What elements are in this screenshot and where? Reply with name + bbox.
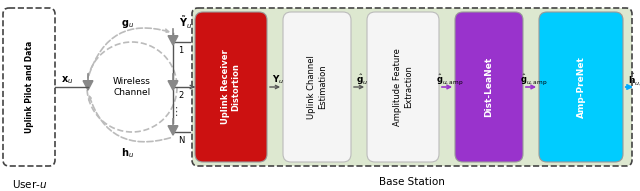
Text: $\mathbf{h}_u$: $\mathbf{h}_u$ xyxy=(122,146,134,160)
Polygon shape xyxy=(168,36,178,45)
Text: ⋮: ⋮ xyxy=(170,107,182,117)
FancyBboxPatch shape xyxy=(455,12,523,162)
Text: Uplink Receiver
Distortion: Uplink Receiver Distortion xyxy=(221,50,241,124)
Text: $\hat{\mathbf{h}}_{u,\mathrm{amp}}$: $\hat{\mathbf{h}}_{u,\mathrm{amp}}$ xyxy=(628,72,640,88)
Text: $\mathbf{g}_u$: $\mathbf{g}_u$ xyxy=(122,18,134,30)
Text: Base Station: Base Station xyxy=(379,177,445,187)
FancyBboxPatch shape xyxy=(367,12,439,162)
Polygon shape xyxy=(83,81,93,90)
Text: $\hat{\mathbf{g}}_{u,\mathrm{amp}}$: $\hat{\mathbf{g}}_{u,\mathrm{amp}}$ xyxy=(436,73,464,87)
Text: Uplink Channel
Estimation: Uplink Channel Estimation xyxy=(307,55,326,119)
Text: $\mathbf{Y}_u$: $\mathbf{Y}_u$ xyxy=(272,74,284,86)
Text: User-$u$: User-$u$ xyxy=(12,178,48,190)
Text: N: N xyxy=(178,136,184,145)
Text: Wireless
Channel: Wireless Channel xyxy=(113,77,151,97)
Polygon shape xyxy=(168,126,178,135)
Text: Dist-LeaNet: Dist-LeaNet xyxy=(484,57,493,117)
Text: $\mathbf{x}_u$: $\mathbf{x}_u$ xyxy=(61,74,73,86)
Text: 2: 2 xyxy=(178,91,183,100)
Text: Amp-PreNet: Amp-PreNet xyxy=(577,56,586,118)
Text: 1: 1 xyxy=(178,46,183,55)
Text: $\hat{\mathbf{g}}_u$: $\hat{\mathbf{g}}_u$ xyxy=(356,73,368,87)
Text: Uplink Pilot and Data: Uplink Pilot and Data xyxy=(24,41,33,133)
FancyBboxPatch shape xyxy=(3,8,55,166)
Text: $\hat{\mathbf{g}}_{u,\mathrm{amp}}$: $\hat{\mathbf{g}}_{u,\mathrm{amp}}$ xyxy=(520,73,548,87)
Text: $\tilde{\mathbf{Y}}_u$: $\tilde{\mathbf{Y}}_u$ xyxy=(179,14,192,31)
FancyBboxPatch shape xyxy=(283,12,351,162)
Text: Amplitude Feature
Extraction: Amplitude Feature Extraction xyxy=(394,48,413,126)
Polygon shape xyxy=(168,81,178,90)
FancyBboxPatch shape xyxy=(539,12,623,162)
FancyBboxPatch shape xyxy=(192,8,632,166)
FancyBboxPatch shape xyxy=(195,12,267,162)
